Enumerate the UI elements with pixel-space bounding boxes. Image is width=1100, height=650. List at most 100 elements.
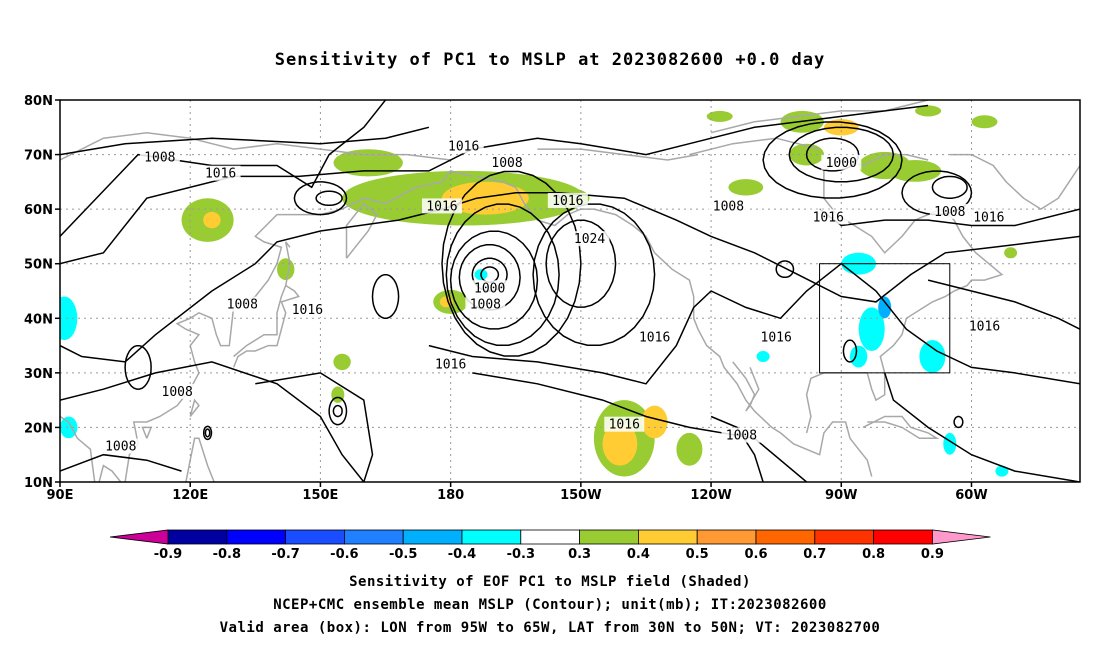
chart-title: Sensitivity of PC1 to MSLP at 2023082600… xyxy=(274,50,826,70)
mslp-contour xyxy=(255,372,374,482)
shaded-region xyxy=(1004,247,1018,259)
colorbar-swatch xyxy=(638,529,698,545)
contour-label: 1016 xyxy=(761,330,792,345)
shaded-region xyxy=(706,110,733,122)
mslp-contour xyxy=(60,192,1080,363)
shaded-region xyxy=(333,353,351,371)
coastline xyxy=(862,415,940,440)
lon-label: 150E xyxy=(302,488,338,503)
coastline xyxy=(949,153,1080,210)
colorbar-swatch xyxy=(520,529,580,545)
mslp-contour xyxy=(332,404,343,418)
coastline xyxy=(185,437,215,482)
lat-label: 70N xyxy=(24,149,53,164)
colorbar-label: 0.4 xyxy=(627,547,650,562)
mslp-contour xyxy=(449,230,539,330)
coastline xyxy=(345,202,378,259)
contour-labels: 1016 1008 1016 1008 1016 1016 1024 1008 1000 1016… xyxy=(100,138,1009,455)
mslp-contour xyxy=(371,273,400,319)
mslp-contour xyxy=(60,100,387,237)
mslp-contour xyxy=(842,339,858,363)
lon-label: 60W xyxy=(955,488,987,503)
colorbar-swatch xyxy=(226,529,287,545)
lat-label: 30N xyxy=(24,367,53,382)
contour-label: 1008 xyxy=(934,205,965,220)
mslp-contour xyxy=(204,428,211,438)
colorbar-low-arrow xyxy=(109,529,169,545)
mslp-contour xyxy=(315,190,343,207)
shaded-region xyxy=(203,211,221,229)
mslp-contour xyxy=(931,175,968,199)
contour-label: 1008 xyxy=(144,150,175,165)
contour-label: 1016 xyxy=(448,139,479,154)
coastline xyxy=(98,464,122,482)
contour-label: 1008 xyxy=(227,298,258,313)
shaded-region xyxy=(995,465,1009,477)
lon-label: 120W xyxy=(690,488,731,503)
colorbar-label: 0.5 xyxy=(686,547,709,562)
contour-label: 1016 xyxy=(969,319,1000,334)
colorbar-label: 0.8 xyxy=(862,547,885,562)
mslp-contour xyxy=(60,126,430,156)
shaded-region xyxy=(849,345,868,368)
colorbar-label: -0.5 xyxy=(389,547,417,562)
colorbar-high-arrow xyxy=(932,529,991,545)
shaded-region xyxy=(971,115,998,129)
colorbar-label: 0.9 xyxy=(921,547,944,562)
contour-label: 1016 xyxy=(973,210,1004,225)
lat-label: 50N xyxy=(24,258,53,273)
contour-label: 1016 xyxy=(639,330,670,345)
colorbar-label: -0.6 xyxy=(330,547,358,562)
shaded-region xyxy=(277,258,295,281)
mslp-contour xyxy=(819,208,1080,227)
coastline xyxy=(232,284,300,368)
colorbar: -0.9 -0.8 -0.7 -0.6 -0.5 -0.4 -0.3 0.3 0.4 0.5 0.6… xyxy=(109,529,991,562)
shaded-region xyxy=(919,340,946,373)
shaded-region xyxy=(756,351,770,362)
contour-label: 1008 xyxy=(491,156,522,171)
mslp-contour xyxy=(428,262,1080,385)
colorbar-label: -0.3 xyxy=(507,547,535,562)
contour-label: 1008 xyxy=(105,440,136,455)
colorbar-swatch xyxy=(696,529,757,545)
contour-label: 1016 xyxy=(813,210,844,225)
coastlines xyxy=(60,100,1080,482)
lon-label: 90E xyxy=(47,488,74,503)
contour-label: 1016 xyxy=(292,303,323,318)
coastline xyxy=(189,398,200,417)
lat-label: 20N xyxy=(24,421,53,436)
contour-label: 1000 xyxy=(474,281,505,296)
contour-label: 1016 xyxy=(435,358,466,373)
lat-label: 80N xyxy=(24,94,53,109)
contour-label: 1016 xyxy=(609,418,640,433)
mslp-contours xyxy=(60,100,1080,482)
contour-label: 1000 xyxy=(826,156,857,171)
shaded-region xyxy=(641,405,668,439)
mslp-contour xyxy=(953,415,964,429)
colorbar-swatch xyxy=(579,529,639,545)
contour-label: 1024 xyxy=(574,232,605,247)
coastline xyxy=(710,100,929,134)
colorbar-swatch xyxy=(461,529,522,545)
mslp-contour xyxy=(532,203,656,346)
mslp-contour xyxy=(293,181,348,216)
contour-label: 1008 xyxy=(726,429,757,444)
lat-label: 10N xyxy=(24,476,53,491)
shaded-region xyxy=(915,105,942,117)
shaded-region xyxy=(878,296,892,319)
coastline xyxy=(476,175,873,477)
mslp-contour xyxy=(441,170,582,357)
plot-frame xyxy=(59,99,1081,483)
shaded-region xyxy=(442,181,529,215)
coastline xyxy=(141,426,153,439)
colorbar-label: -0.9 xyxy=(154,547,182,562)
contour-label: 1016 xyxy=(205,167,236,182)
coastline xyxy=(284,241,291,286)
colorbar-swatch xyxy=(285,529,345,545)
colorbar-label: 0.6 xyxy=(744,547,767,562)
colorbar-swatch xyxy=(167,529,228,545)
contour-label: 1008 xyxy=(162,385,193,400)
contour-label: 1016 xyxy=(552,194,583,209)
shaded-region xyxy=(333,149,403,177)
